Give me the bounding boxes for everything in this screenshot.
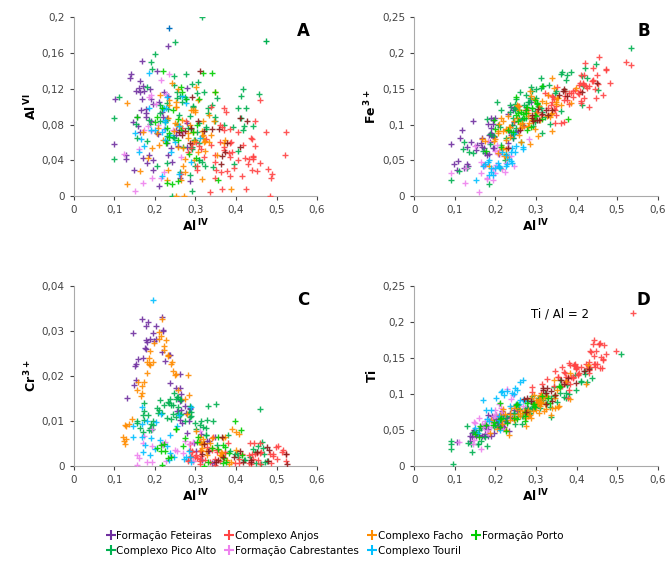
- Text: D: D: [637, 292, 650, 310]
- Y-axis label: $\mathbf{Fe}^{\,\mathbf{3+}}$: $\mathbf{Fe}^{\,\mathbf{3+}}$: [363, 89, 379, 124]
- X-axis label: $\mathbf{Al}^{\,\mathbf{IV}}$: $\mathbf{Al}^{\,\mathbf{IV}}$: [182, 218, 209, 234]
- X-axis label: $\mathbf{Al}^{\,\mathbf{IV}}$: $\mathbf{Al}^{\,\mathbf{IV}}$: [522, 488, 550, 504]
- X-axis label: $\mathbf{Al}^{\,\mathbf{IV}}$: $\mathbf{Al}^{\,\mathbf{IV}}$: [182, 488, 209, 504]
- Text: B: B: [637, 22, 650, 40]
- Legend: Formação Feteiras, Complexo Pico Alto, Complexo Anjos, Formação Cabrestantes, Co: Formação Feteiras, Complexo Pico Alto, C…: [108, 531, 563, 556]
- Y-axis label: $\mathbf{Al}^{\,\mathbf{VI}}$: $\mathbf{Al}^{\,\mathbf{VI}}$: [22, 93, 39, 120]
- Y-axis label: $\mathbf{Ti}$: $\mathbf{Ti}$: [366, 369, 379, 383]
- Y-axis label: $\mathbf{Cr}^{\,\mathbf{3+}}$: $\mathbf{Cr}^{\,\mathbf{3+}}$: [22, 360, 39, 392]
- Text: A: A: [297, 22, 310, 40]
- X-axis label: $\mathbf{Al}^{\,\mathbf{IV}}$: $\mathbf{Al}^{\,\mathbf{IV}}$: [522, 218, 550, 234]
- Text: C: C: [297, 292, 310, 310]
- Text: Ti / Al = 2: Ti / Al = 2: [531, 307, 589, 321]
